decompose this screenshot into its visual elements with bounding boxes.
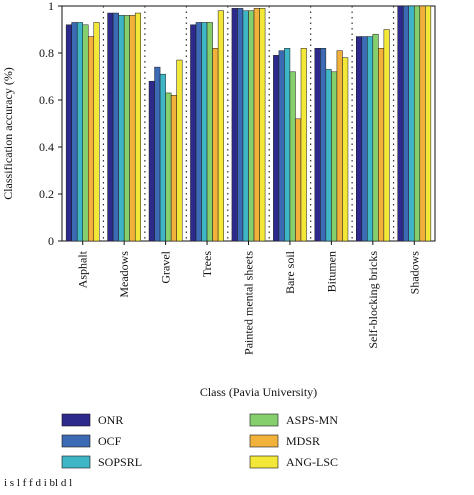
bar bbox=[201, 22, 208, 242]
bar bbox=[383, 29, 390, 242]
bar bbox=[372, 33, 379, 242]
legend-label: SOPSRL bbox=[98, 455, 142, 469]
x-category-label: Gravel bbox=[159, 250, 173, 283]
bar bbox=[123, 15, 130, 242]
y-tick-label: 0.2 bbox=[39, 187, 54, 201]
bar bbox=[314, 48, 321, 242]
y-tick-label: 0.8 bbox=[39, 46, 54, 60]
bar bbox=[148, 80, 155, 242]
bar bbox=[195, 22, 202, 242]
x-category-label: Shadows bbox=[407, 251, 421, 295]
legend-swatch bbox=[61, 413, 91, 427]
bar bbox=[212, 48, 219, 242]
x-category-label: Bare soil bbox=[283, 250, 297, 294]
labels-layer: 0 0.2 0.4 0.6 0.8 1 Classification accuracy (%… bbox=[1, 0, 421, 399]
figure-caption: i s l f f d i bl d l bbox=[4, 477, 72, 489]
bar bbox=[425, 5, 432, 242]
bar bbox=[320, 48, 327, 242]
bar bbox=[176, 59, 183, 242]
bar bbox=[129, 15, 136, 242]
y-tick-label: 0.6 bbox=[39, 93, 54, 107]
y-tick-label: 1 bbox=[48, 0, 54, 13]
bar bbox=[378, 48, 385, 242]
legend-swatch bbox=[249, 434, 279, 448]
bar bbox=[248, 10, 255, 242]
legend-swatch bbox=[249, 455, 279, 469]
bar bbox=[82, 24, 89, 242]
bar bbox=[408, 5, 415, 242]
bar bbox=[165, 92, 172, 242]
bar bbox=[134, 12, 141, 242]
y-axis-title: Classification accuracy (%) bbox=[1, 67, 15, 200]
x-category-label: Bitumen bbox=[324, 251, 338, 292]
bar bbox=[217, 10, 224, 242]
legend-label: ASPS-MN bbox=[286, 413, 338, 427]
bar bbox=[300, 48, 307, 242]
legend: ONR OCF SOPSRL ASPS-MN MDSR ANG-LSC bbox=[61, 413, 338, 469]
bar bbox=[367, 36, 374, 242]
x-axis-title: Class (Pavia University) bbox=[200, 385, 317, 399]
bar bbox=[336, 50, 343, 242]
bar bbox=[414, 5, 421, 242]
bar bbox=[253, 8, 260, 242]
bar bbox=[76, 22, 83, 242]
bar bbox=[87, 36, 95, 242]
bar bbox=[397, 5, 404, 242]
bar bbox=[361, 36, 368, 242]
legend-swatch bbox=[249, 413, 279, 427]
bar bbox=[273, 55, 280, 242]
bar bbox=[93, 22, 100, 242]
x-category-label: Asphalt bbox=[76, 250, 90, 288]
legend-label: ANG-LSC bbox=[286, 455, 338, 469]
bar bbox=[190, 24, 197, 242]
x-category-label: Trees bbox=[200, 251, 214, 278]
bar bbox=[170, 95, 177, 242]
x-category-label: Self-blocking bricks bbox=[366, 251, 380, 349]
bar bbox=[118, 15, 125, 242]
bar bbox=[159, 73, 166, 242]
bar bbox=[259, 8, 266, 242]
bar bbox=[289, 71, 296, 242]
bar bbox=[278, 50, 285, 242]
bar bbox=[237, 8, 244, 242]
bar bbox=[206, 22, 213, 242]
x-category-label: Painted mental sheets bbox=[242, 251, 256, 355]
bar bbox=[419, 5, 426, 242]
legend-swatch bbox=[61, 434, 91, 448]
y-tick-label: 0 bbox=[48, 234, 54, 248]
bar bbox=[242, 10, 249, 242]
bar bbox=[154, 66, 161, 242]
y-tick-label: 0.4 bbox=[39, 140, 54, 154]
bars-layer bbox=[65, 5, 432, 242]
bar bbox=[325, 69, 332, 242]
bar bbox=[107, 12, 114, 242]
bar bbox=[71, 22, 78, 242]
bar bbox=[331, 71, 338, 242]
legend-label: OCF bbox=[98, 434, 122, 448]
bar bbox=[231, 8, 238, 242]
bar bbox=[402, 5, 410, 242]
bar bbox=[284, 48, 291, 242]
grid-layer bbox=[102, 6, 395, 241]
bar bbox=[112, 12, 119, 242]
legend-label: ONR bbox=[98, 413, 123, 427]
x-category-label: Meadows bbox=[117, 251, 131, 298]
bar bbox=[342, 57, 349, 242]
bar bbox=[65, 24, 72, 242]
legend-swatch bbox=[61, 455, 91, 469]
bar bbox=[295, 118, 302, 242]
legend-label: MDSR bbox=[286, 434, 320, 448]
bar bbox=[356, 36, 363, 242]
